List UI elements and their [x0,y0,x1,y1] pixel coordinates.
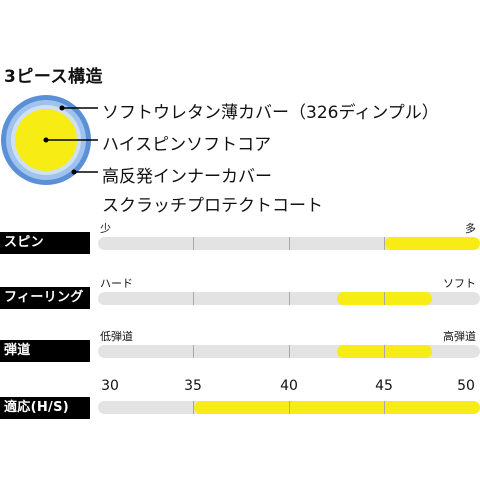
leader-dot-core [43,137,49,143]
spin-left-label: 少 [100,222,111,235]
hs-tick [289,401,290,414]
hs-scale-label: 50 [457,378,475,394]
hs-scale-label: 30 [101,378,119,394]
structure-title: 3ピース構造 [4,67,103,87]
hs-scale-label: 40 [280,378,298,394]
spin-level-fill [384,237,480,250]
feeling-tick [384,292,385,305]
trajectory-track [98,345,480,358]
spin-tick [289,237,290,250]
feeling-track [98,292,480,305]
hs-scale-label: 35 [184,378,202,394]
leader-dot-cover [59,105,65,111]
trajectory-row-label: 弾道 [0,340,90,362]
layer-label-cover: ソフトウレタン薄カバー（326ディンプル） [102,103,439,123]
feeling-tick [193,292,194,305]
spin-row-label: スピン [0,232,90,254]
ball-structure-diagram [1,95,98,185]
hs-track [98,401,480,414]
layer-label-coat: スクラッチプロテクトコート [102,196,323,216]
trajectory-right-label: 高弾道 [443,330,476,343]
hs-level-fill [193,401,480,414]
trajectory-tick [193,345,194,358]
feeling-row-label: フィーリング [0,287,90,309]
layer-label-inner-cover: 高反発インナーカバー [102,167,272,187]
layer-label-core: ハイスピンソフトコア [102,135,272,155]
hs-row-label: 適応(H/S) [0,397,90,419]
spin-tick [384,237,385,250]
leader-dot-inner-cover [71,169,77,175]
trajectory-left-label: 低弾道 [100,330,133,343]
spin-track [98,237,480,250]
trajectory-tick [289,345,290,358]
hs-scale-label: 45 [375,378,393,394]
hs-tick [193,401,194,414]
feeling-right-label: ソフト [443,277,476,290]
feeling-left-label: ハード [100,277,133,290]
spin-right-label: 多 [465,222,476,235]
hs-tick [384,401,385,414]
spin-tick [193,237,194,250]
trajectory-tick [384,345,385,358]
feeling-tick [289,292,290,305]
